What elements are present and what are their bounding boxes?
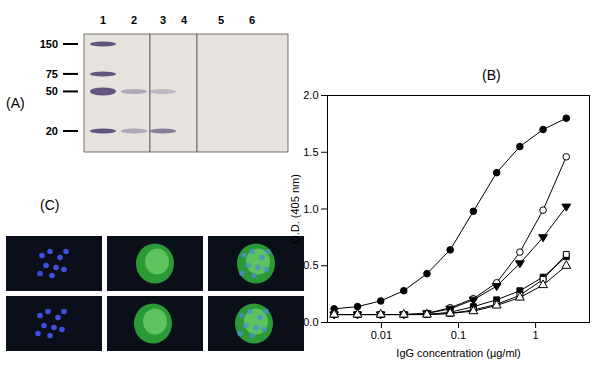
svg-text:5: 5 bbox=[218, 14, 224, 26]
svg-text:4: 4 bbox=[181, 14, 188, 26]
svg-text:1.0: 1.0 bbox=[303, 203, 318, 215]
svg-text:6: 6 bbox=[249, 14, 255, 26]
svg-text:(C): (C) bbox=[40, 197, 59, 213]
svg-text:50: 50 bbox=[46, 85, 58, 97]
svg-text:1: 1 bbox=[533, 329, 539, 341]
svg-text:0.0: 0.0 bbox=[303, 316, 318, 328]
svg-text:1: 1 bbox=[100, 14, 106, 26]
svg-text:O.D. (405 nm): O.D. (405 nm) bbox=[289, 174, 301, 244]
svg-text:(B): (B) bbox=[482, 67, 501, 83]
svg-text:0.01: 0.01 bbox=[371, 329, 392, 341]
svg-text:20: 20 bbox=[46, 125, 58, 137]
svg-text:1.5: 1.5 bbox=[303, 146, 318, 158]
svg-text:3: 3 bbox=[160, 14, 166, 26]
svg-text:0.5: 0.5 bbox=[303, 259, 318, 271]
svg-text:2.0: 2.0 bbox=[303, 89, 318, 101]
svg-text:150: 150 bbox=[40, 38, 58, 50]
svg-text:IgG concentration (µg/ml): IgG concentration (µg/ml) bbox=[396, 347, 520, 359]
svg-text:0.1: 0.1 bbox=[451, 329, 466, 341]
svg-text:2: 2 bbox=[131, 14, 137, 26]
svg-text:75: 75 bbox=[46, 68, 58, 80]
svg-text:(A): (A) bbox=[6, 95, 25, 111]
